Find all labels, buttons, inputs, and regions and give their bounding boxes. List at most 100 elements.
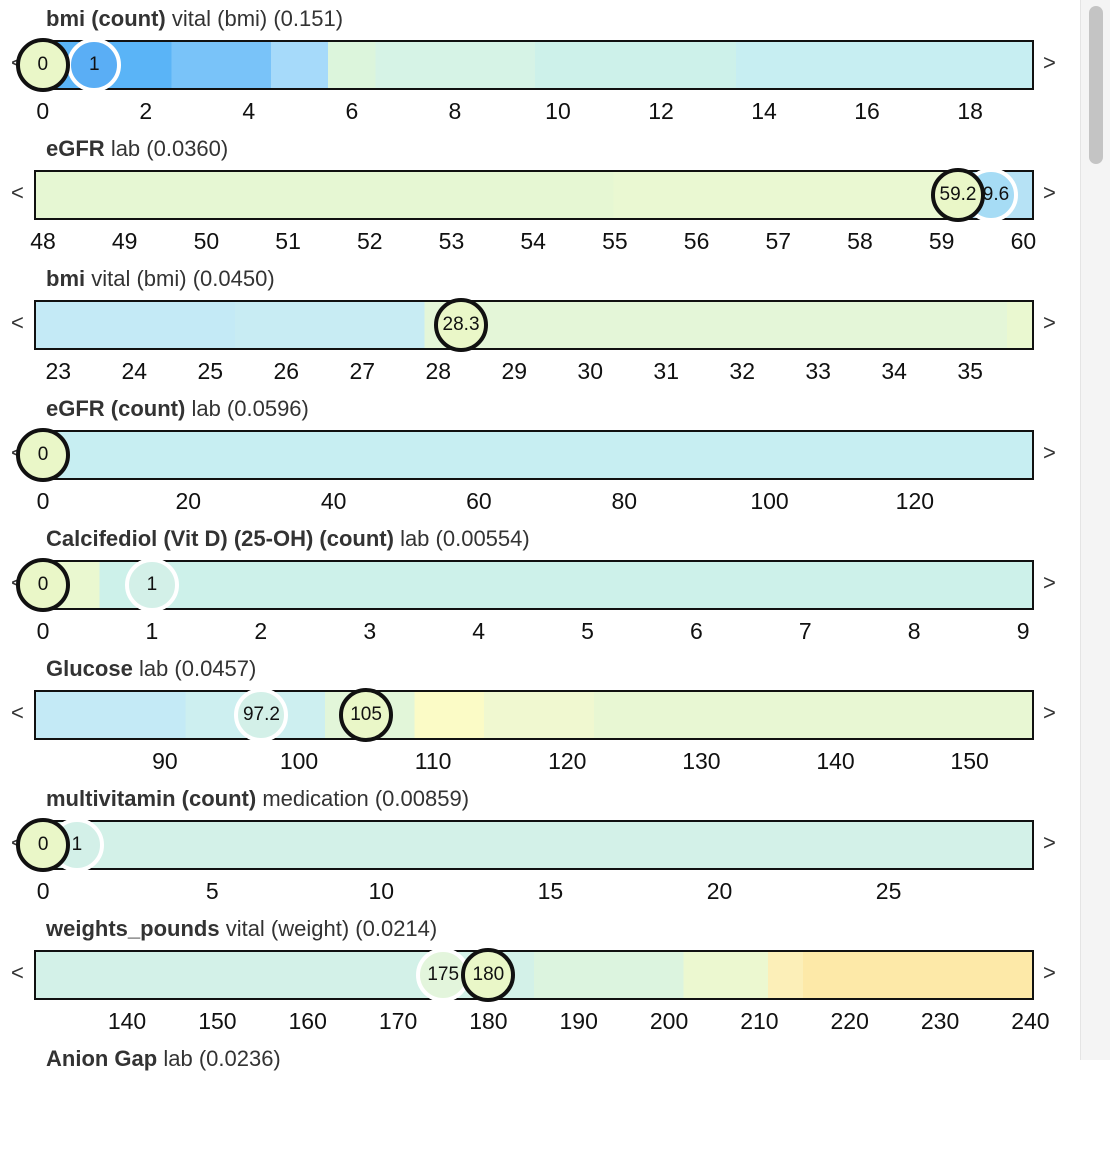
tick-label: 18 [957,98,983,124]
tick-label: 34 [881,358,907,384]
feature-detail: vital (bmi) (0.0450) [91,266,275,291]
value-marker[interactable]: 97.2 [234,688,289,742]
value-marker[interactable]: 1 [67,38,122,92]
scrollbar-thumb[interactable] [1089,6,1103,164]
feature-title: weights_pounds vital (weight) (0.0214) [46,916,437,942]
tick-label: 27 [349,358,376,384]
marker-label: 0 [37,574,49,595]
tick-label: 150 [950,748,989,774]
marker-label: 1 [146,574,158,595]
tick-label: 7 [798,618,812,644]
feature-name: Anion Gap [46,1046,158,1071]
current-value-marker[interactable]: 0 [15,38,70,92]
marker-label: 1 [71,834,83,855]
tick-label: 10 [545,98,571,124]
next-button[interactable]: > [1043,700,1056,725]
next-button[interactable]: > [1043,310,1056,335]
next-button[interactable]: > [1043,960,1056,985]
current-value-marker[interactable]: 0 [16,558,71,612]
marker-label: 180 [472,964,505,985]
tick-label: 6 [690,618,703,644]
tick-label: 54 [520,228,546,254]
next-button[interactable]: > [1043,440,1056,465]
tick-label: 48 [30,228,56,254]
tick-label: 220 [830,1008,869,1034]
tick-label: 30 [577,358,604,384]
tick-label: 51 [275,228,301,254]
tick-label: 52 [356,228,383,254]
tick-label: 35 [957,358,983,384]
feature-bar [34,820,1034,870]
feature-name: multivitamin (count) [46,786,257,811]
tick-label: 170 [378,1008,418,1034]
prev-button[interactable]: < [11,310,24,335]
tick-label: 180 [469,1008,508,1034]
feature-row: multivitamin (count) medication (0.00859… [0,780,1080,910]
tick-label: 80 [611,488,638,514]
tick-label: 110 [414,748,452,774]
tick-label: 230 [920,1008,960,1034]
tick-label: 0 [36,878,50,904]
tick-label: 60 [1010,228,1037,254]
tick-label: 60 [466,488,492,514]
tick-label: 140 [107,1008,147,1034]
next-button[interactable]: > [1043,570,1056,595]
tick-label: 23 [45,358,72,384]
feature-title: Calcifediol (Vit D) (25-OH) (count) lab … [46,526,530,552]
scrollbar[interactable] [1080,0,1110,1060]
tick-label: 53 [438,228,465,254]
value-marker[interactable]: 175 [416,948,471,1002]
marker-label: 59.2 [939,184,977,205]
feature-name: bmi [46,266,86,291]
tick-label: 140 [816,748,855,774]
current-value-marker[interactable]: 105 [339,688,394,742]
tick-label: 6 [345,98,359,124]
tick-label: 14 [751,98,777,124]
feature-title: Glucose lab (0.0457) [46,656,256,682]
feature-bar [34,40,1034,90]
feature-row: Glucose lab (0.0457) < >90 100 110 120 130 140 1… [0,650,1080,780]
next-button[interactable]: > [1043,180,1056,205]
tick-label: 40 [320,488,347,514]
tick-label: 33 [805,358,831,384]
tick-label: 160 [288,1008,327,1034]
feature-detail: lab (0.00554) [400,526,530,551]
tick-label: 49 [111,228,138,254]
current-value-marker[interactable]: 28.3 [434,298,489,352]
tick-label: 58 [847,228,873,254]
current-value-marker[interactable]: 180 [461,948,516,1002]
tick-label: 210 [740,1008,779,1034]
value-marker[interactable]: 1 [124,558,179,612]
tick-label: 12 [648,98,674,124]
prev-button[interactable]: < [11,180,24,205]
tick-label: 28 [425,358,452,384]
tick-label: 24 [121,358,148,384]
tick-label: 15 [537,878,564,904]
tick-label: 130 [682,748,721,774]
feature-name: weights_pounds [46,916,220,941]
tick-label: 55 [602,228,628,254]
prev-button[interactable]: < [11,700,24,725]
feature-detail: lab (0.0457) [138,656,257,681]
current-value-marker[interactable]: 59.2 [931,168,986,222]
feature-name: bmi (count) [46,6,166,31]
feature-bar [34,430,1034,480]
marker-label: 0 [37,834,49,855]
feature-row: eGFR lab (0.0360) < >48 49 50 51 52 53 54 55 56 57 5… [0,130,1080,260]
feature-row: weights_pounds vital (weight) (0.0214) < >… [0,910,1080,1040]
tick-label: 190 [559,1008,598,1034]
tick-label: 120 [895,488,935,514]
next-button[interactable]: > [1043,830,1056,855]
tick-label: 120 [548,748,587,774]
feature-bar [34,170,1034,220]
marker-label: 97.2 [242,704,280,725]
current-value-marker[interactable]: 0 [16,428,70,482]
prev-button[interactable]: < [11,960,24,985]
current-value-marker[interactable]: 0 [16,818,71,872]
tick-label: 5 [581,618,594,644]
feature-title: multivitamin (count) medication (0.00859… [46,786,469,812]
tick-label: 20 [706,878,733,904]
next-button[interactable]: > [1043,50,1056,75]
tick-label: 57 [765,228,792,254]
feature-name: eGFR (count) [46,396,186,421]
